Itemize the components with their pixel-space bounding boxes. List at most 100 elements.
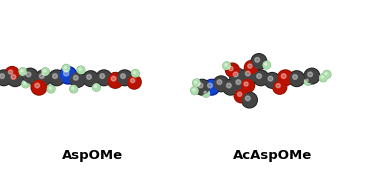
Circle shape bbox=[213, 76, 229, 92]
Circle shape bbox=[49, 70, 65, 86]
Circle shape bbox=[202, 89, 210, 97]
Circle shape bbox=[255, 57, 260, 62]
Circle shape bbox=[42, 68, 49, 75]
Circle shape bbox=[59, 67, 77, 84]
Circle shape bbox=[62, 64, 70, 72]
Circle shape bbox=[35, 83, 40, 88]
Circle shape bbox=[70, 85, 77, 93]
Circle shape bbox=[208, 83, 212, 88]
Circle shape bbox=[50, 71, 64, 85]
Circle shape bbox=[37, 71, 50, 85]
Circle shape bbox=[43, 70, 46, 72]
Circle shape bbox=[281, 74, 286, 78]
Circle shape bbox=[19, 68, 26, 76]
Circle shape bbox=[235, 90, 247, 102]
Circle shape bbox=[320, 74, 327, 81]
Circle shape bbox=[223, 79, 239, 95]
Circle shape bbox=[305, 78, 311, 85]
Circle shape bbox=[321, 76, 324, 78]
Circle shape bbox=[11, 75, 16, 79]
Circle shape bbox=[319, 74, 327, 82]
Circle shape bbox=[290, 72, 304, 86]
Circle shape bbox=[245, 96, 250, 101]
Circle shape bbox=[22, 80, 29, 88]
Circle shape bbox=[100, 74, 105, 78]
Circle shape bbox=[306, 79, 308, 82]
Circle shape bbox=[289, 71, 305, 87]
Circle shape bbox=[194, 79, 210, 95]
Circle shape bbox=[19, 68, 26, 75]
Circle shape bbox=[97, 71, 111, 85]
Circle shape bbox=[253, 70, 269, 86]
Circle shape bbox=[70, 86, 77, 92]
Circle shape bbox=[265, 74, 279, 87]
Circle shape bbox=[96, 70, 112, 86]
Circle shape bbox=[108, 74, 122, 87]
Circle shape bbox=[77, 67, 84, 74]
Circle shape bbox=[47, 85, 55, 93]
Circle shape bbox=[5, 67, 19, 81]
Circle shape bbox=[83, 71, 99, 87]
Circle shape bbox=[257, 74, 262, 78]
Circle shape bbox=[217, 80, 222, 84]
Circle shape bbox=[304, 77, 312, 85]
Circle shape bbox=[64, 66, 67, 69]
Circle shape bbox=[233, 77, 247, 91]
Circle shape bbox=[63, 65, 70, 72]
Circle shape bbox=[36, 70, 51, 86]
Circle shape bbox=[6, 68, 18, 80]
Circle shape bbox=[254, 71, 268, 85]
Circle shape bbox=[118, 71, 132, 85]
Circle shape bbox=[32, 80, 46, 94]
Circle shape bbox=[0, 74, 5, 78]
Circle shape bbox=[224, 80, 237, 94]
Circle shape bbox=[225, 64, 227, 66]
Circle shape bbox=[0, 71, 11, 85]
Circle shape bbox=[64, 71, 69, 76]
Circle shape bbox=[53, 74, 57, 78]
Circle shape bbox=[49, 87, 51, 89]
Circle shape bbox=[84, 72, 98, 86]
Circle shape bbox=[31, 79, 47, 95]
Circle shape bbox=[231, 69, 244, 83]
Circle shape bbox=[48, 86, 54, 92]
Circle shape bbox=[26, 72, 31, 77]
Circle shape bbox=[304, 68, 320, 84]
Circle shape bbox=[325, 72, 327, 75]
Circle shape bbox=[229, 68, 245, 84]
Circle shape bbox=[268, 76, 273, 81]
Circle shape bbox=[87, 75, 91, 79]
Circle shape bbox=[245, 61, 258, 75]
Circle shape bbox=[21, 70, 23, 72]
Circle shape bbox=[72, 87, 74, 89]
Circle shape bbox=[324, 71, 330, 78]
Circle shape bbox=[242, 80, 254, 91]
Circle shape bbox=[42, 68, 49, 76]
Circle shape bbox=[226, 63, 239, 77]
Circle shape bbox=[7, 71, 23, 87]
Circle shape bbox=[273, 80, 287, 94]
Circle shape bbox=[193, 80, 200, 86]
Circle shape bbox=[241, 78, 254, 93]
Circle shape bbox=[305, 69, 319, 83]
Circle shape bbox=[243, 68, 256, 82]
Circle shape bbox=[70, 72, 85, 87]
Circle shape bbox=[8, 72, 22, 86]
Circle shape bbox=[229, 67, 233, 71]
Circle shape bbox=[264, 73, 280, 88]
Circle shape bbox=[277, 70, 293, 86]
Circle shape bbox=[93, 83, 100, 91]
Circle shape bbox=[198, 83, 203, 88]
Circle shape bbox=[71, 73, 84, 86]
Circle shape bbox=[236, 80, 241, 84]
Circle shape bbox=[223, 62, 231, 70]
Circle shape bbox=[251, 54, 267, 69]
Circle shape bbox=[94, 85, 97, 88]
Circle shape bbox=[60, 68, 76, 83]
Circle shape bbox=[191, 87, 198, 95]
Circle shape bbox=[133, 71, 136, 74]
Circle shape bbox=[244, 82, 248, 86]
Circle shape bbox=[243, 93, 256, 107]
Circle shape bbox=[128, 76, 140, 88]
Circle shape bbox=[121, 74, 125, 78]
